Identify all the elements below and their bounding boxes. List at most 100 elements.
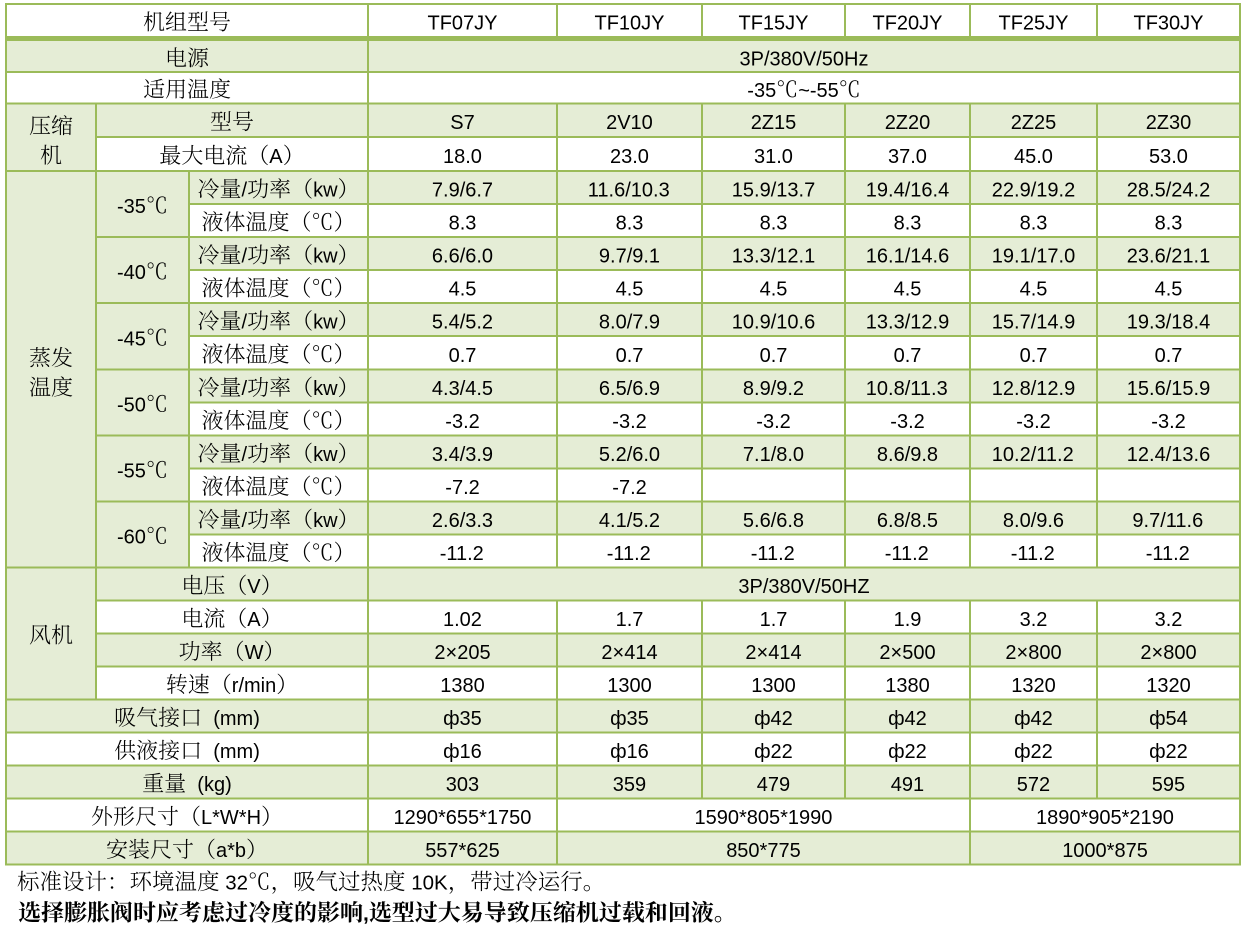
svg-text:0.7: 0.7 [449, 345, 477, 367]
svg-text:1380: 1380 [885, 675, 930, 697]
svg-text:kw: kw [313, 246, 338, 268]
svg-text:TF07JY: TF07JY [428, 13, 498, 35]
svg-text:-35: -35 [117, 196, 146, 218]
svg-text:5.6/6.8: 5.6/6.8 [743, 510, 804, 532]
svg-text:2Z20: 2Z20 [885, 112, 931, 134]
svg-text:7.9/6.7: 7.9/6.7 [432, 180, 493, 202]
svg-text:4.5: 4.5 [449, 279, 477, 301]
svg-text:W: W [245, 642, 264, 664]
svg-text:kw: kw [313, 180, 338, 202]
svg-text:0.7: 0.7 [760, 345, 788, 367]
svg-text:1320: 1320 [1011, 675, 1056, 697]
svg-text:ф35: ф35 [443, 708, 482, 730]
svg-text:8.6/9.8: 8.6/9.8 [877, 444, 938, 466]
svg-text:-50: -50 [117, 395, 146, 417]
svg-text:(mm): (mm) [202, 708, 260, 730]
svg-text:/: / [242, 180, 248, 202]
svg-text:8.3: 8.3 [616, 213, 644, 235]
svg-text:850*775: 850*775 [726, 840, 801, 862]
svg-text:32: 32 [220, 872, 249, 895]
svg-text:1890*905*2190: 1890*905*2190 [1036, 807, 1174, 829]
svg-text:2Z30: 2Z30 [1146, 112, 1192, 134]
svg-text:TF30JY: TF30JY [1134, 13, 1204, 35]
svg-text:23.0: 23.0 [610, 146, 649, 168]
svg-text:8.3: 8.3 [1155, 213, 1183, 235]
svg-text:TF15JY: TF15JY [739, 13, 809, 35]
svg-text:0.7: 0.7 [1155, 345, 1183, 367]
svg-text:9.7/9.1: 9.7/9.1 [599, 246, 660, 268]
svg-text:-11.2: -11.2 [1011, 543, 1055, 565]
svg-text:4.1/5.2: 4.1/5.2 [599, 510, 660, 532]
svg-text:8.3: 8.3 [1020, 213, 1048, 235]
svg-text:19.1/17.0: 19.1/17.0 [992, 246, 1075, 268]
svg-text:9.7/11.6: 9.7/11.6 [1132, 510, 1203, 532]
svg-text:1290*655*1750: 1290*655*1750 [394, 807, 532, 829]
svg-text:31.0: 31.0 [754, 146, 793, 168]
svg-text:45.0: 45.0 [1014, 146, 1053, 168]
svg-text:2Z15: 2Z15 [751, 112, 797, 134]
svg-text:/: / [242, 312, 248, 334]
svg-text:359: 359 [613, 774, 646, 796]
svg-text:ф16: ф16 [443, 741, 482, 763]
svg-text:-11.2: -11.2 [1146, 543, 1190, 565]
svg-text:ф22: ф22 [1149, 741, 1188, 763]
svg-text:ф42: ф42 [754, 708, 793, 730]
svg-text:28.5/24.2: 28.5/24.2 [1127, 180, 1210, 202]
svg-text:8.9/9.2: 8.9/9.2 [743, 378, 804, 400]
svg-text:19.4/16.4: 19.4/16.4 [866, 180, 949, 202]
svg-text:-7.2: -7.2 [612, 477, 646, 499]
svg-text:23.6/21.1: 23.6/21.1 [1127, 246, 1210, 268]
svg-text:8.3: 8.3 [760, 213, 788, 235]
svg-text:12.4/13.6: 12.4/13.6 [1127, 444, 1210, 466]
svg-text:2Z25: 2Z25 [1011, 112, 1057, 134]
svg-text:-60: -60 [117, 527, 146, 549]
svg-text:(kg): (kg) [186, 774, 232, 796]
svg-text:-3.2: -3.2 [756, 411, 790, 433]
svg-text:-45: -45 [117, 328, 146, 350]
svg-text:3.2: 3.2 [1155, 609, 1183, 631]
svg-text:6.8/8.5: 6.8/8.5 [877, 510, 938, 532]
svg-text:A: A [247, 609, 261, 631]
svg-text:5.2/6.0: 5.2/6.0 [599, 444, 660, 466]
svg-text:4.3/4.5: 4.3/4.5 [432, 378, 493, 400]
svg-text:-40: -40 [117, 262, 146, 284]
svg-text:53.0: 53.0 [1149, 146, 1188, 168]
svg-text:4.5: 4.5 [616, 279, 644, 301]
svg-text:ф42: ф42 [888, 708, 927, 730]
svg-text:1300: 1300 [607, 675, 652, 697]
svg-text:15.6/15.9: 15.6/15.9 [1127, 378, 1210, 400]
svg-text:ф22: ф22 [1014, 741, 1053, 763]
svg-text:~-55: ~-55 [798, 80, 839, 102]
svg-text:-3.2: -3.2 [1016, 411, 1050, 433]
svg-text:13.3/12.9: 13.3/12.9 [866, 312, 949, 334]
svg-text:V: V [247, 576, 261, 598]
svg-text:1.7: 1.7 [616, 609, 644, 631]
svg-text:TF20JY: TF20JY [873, 13, 943, 35]
svg-text:-11.2: -11.2 [885, 543, 929, 565]
svg-text:6.6/6.0: 6.6/6.0 [432, 246, 493, 268]
svg-text:-3.2: -3.2 [1151, 411, 1185, 433]
svg-text:-3.2: -3.2 [612, 411, 646, 433]
svg-text:ф22: ф22 [888, 741, 927, 763]
svg-text:0.7: 0.7 [1020, 345, 1048, 367]
svg-text:2×800: 2×800 [1140, 642, 1196, 664]
svg-text:2.6/3.3: 2.6/3.3 [432, 510, 493, 532]
svg-text:/: / [242, 378, 248, 400]
svg-text:1320: 1320 [1146, 675, 1191, 697]
svg-text:3P/380V/50Hz: 3P/380V/50Hz [740, 49, 869, 71]
svg-text:ф16: ф16 [610, 741, 649, 763]
svg-text:4.5: 4.5 [1155, 279, 1183, 301]
svg-text:1000*875: 1000*875 [1062, 840, 1148, 862]
svg-text:-11.2: -11.2 [607, 543, 651, 565]
svg-text:19.3/18.4: 19.3/18.4 [1127, 312, 1210, 334]
svg-text:,: , [363, 903, 369, 926]
svg-text:/: / [242, 510, 248, 532]
svg-text:11.6/10.3: 11.6/10.3 [588, 180, 670, 202]
svg-text:491: 491 [891, 774, 924, 796]
svg-text:557*625: 557*625 [425, 840, 500, 862]
svg-text:3.4/3.9: 3.4/3.9 [432, 444, 493, 466]
svg-text:4.5: 4.5 [760, 279, 788, 301]
svg-text:15.9/13.7: 15.9/13.7 [732, 180, 815, 202]
svg-text:12.8/12.9: 12.8/12.9 [992, 378, 1075, 400]
svg-text:r/min: r/min [232, 675, 276, 697]
